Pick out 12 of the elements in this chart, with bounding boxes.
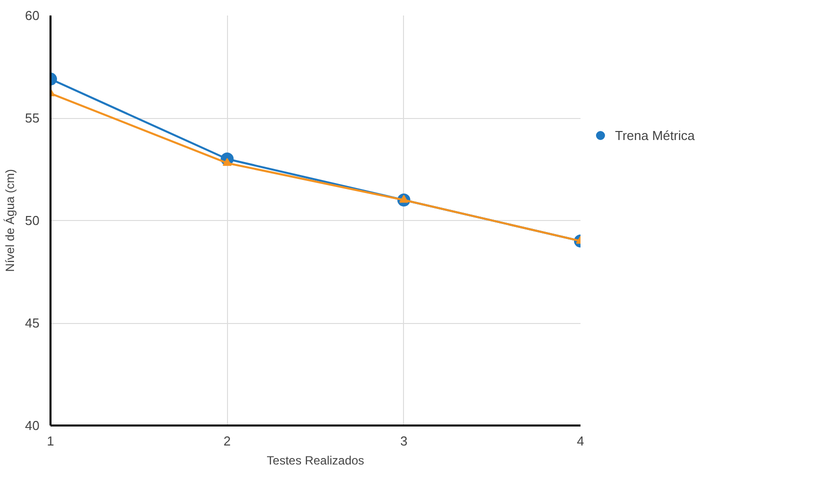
y-tick-label: 40 <box>25 418 40 433</box>
y-tick-label: 50 <box>25 213 40 228</box>
x-axis-title: Testes Realizados <box>266 454 364 468</box>
x-tick-label: 2 <box>224 434 231 448</box>
y-axis-title: Nível de Água (cm) <box>3 169 18 272</box>
y-tick-label: 45 <box>25 316 40 330</box>
y-tick-label: 60 <box>25 8 40 23</box>
x-tick-label: 4 <box>576 434 584 448</box>
x-tick-label: 3 <box>400 434 408 448</box>
y-tick-label: 55 <box>25 110 40 126</box>
x-tick-label: 1 <box>46 434 54 448</box>
legend-label: Trena Métrica <box>615 128 695 142</box>
